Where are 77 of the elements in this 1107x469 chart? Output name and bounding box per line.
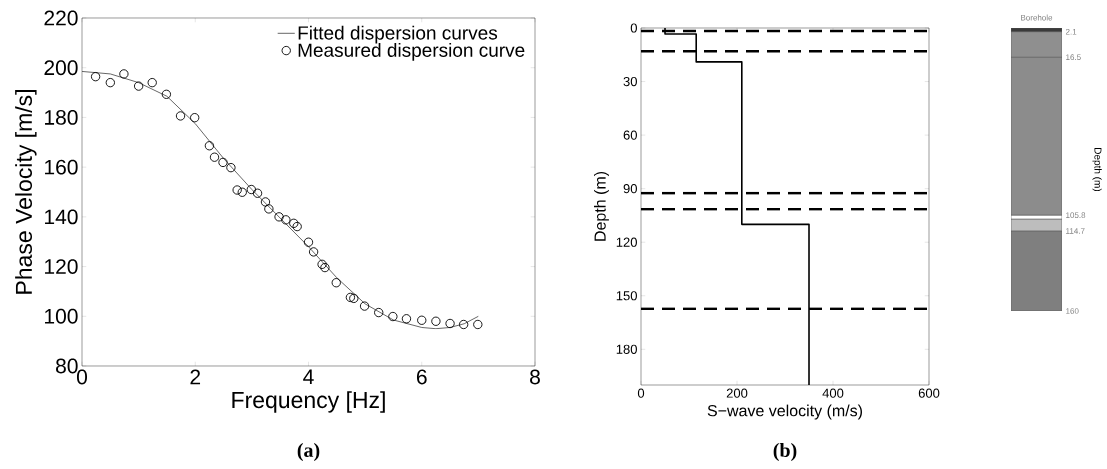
- point: [281, 215, 291, 225]
- y-tick-label: 16.5: [1066, 54, 1081, 61]
- legend-label: Fitted dispersion curves: [298, 25, 498, 44]
- point: [209, 152, 220, 162]
- y-tick-label: 180: [45, 109, 78, 125]
- y-tick-label: 180: [616, 344, 637, 354]
- point: [289, 218, 299, 228]
- x-tick-label: 200: [726, 388, 748, 398]
- x-tick-label: 4: [303, 369, 314, 384]
- point: [388, 311, 398, 322]
- x-tick-label: 0: [76, 369, 88, 385]
- point: [417, 315, 427, 325]
- text: (b): [773, 442, 797, 462]
- y-tick-label: 220: [44, 10, 78, 26]
- y-axis-title: Phase Velocity [m/s]: [15, 90, 37, 294]
- point: [204, 141, 215, 151]
- point: [175, 111, 186, 121]
- x-tick-label: 0: [637, 388, 645, 398]
- point: [274, 212, 284, 222]
- point: [303, 237, 314, 247]
- y-tick-label: 120: [45, 259, 78, 274]
- y-tick-label: 160: [45, 159, 78, 175]
- x-axis-title: Frequency [Hz]: [232, 391, 385, 413]
- legend-label: Measured dispersion curve: [298, 42, 525, 61]
- x-tick-label: 6: [416, 369, 427, 385]
- x-tick-label: 2: [190, 369, 201, 385]
- x-tick-label: 400: [822, 388, 844, 398]
- y-tick-label: 80: [56, 358, 78, 374]
- point: [445, 318, 455, 329]
- point: [320, 262, 330, 273]
- point: [90, 72, 101, 82]
- y-tick-label: 160: [1066, 308, 1079, 314]
- y-tick-label: 100: [45, 308, 78, 324]
- y-tick-label: 105.8: [1066, 212, 1086, 218]
- y-tick-label: 30: [623, 76, 637, 87]
- y-tick-label: 114.7: [1066, 228, 1085, 234]
- point: [331, 278, 341, 288]
- point: [260, 197, 271, 207]
- x-tick-label: 600: [918, 388, 940, 398]
- y-tick-label: 2.1: [1065, 28, 1077, 35]
- y-tick-label: 60: [623, 130, 637, 140]
- y-tick-label: 140: [45, 209, 78, 225]
- point: [459, 319, 469, 330]
- point: [133, 81, 144, 91]
- point: [345, 292, 356, 303]
- point: [226, 162, 236, 173]
- x-tick-label: 8: [530, 369, 540, 385]
- y-tick-label: 0: [630, 23, 637, 33]
- chart-title: Borehole: [1021, 14, 1053, 21]
- point: [473, 319, 483, 330]
- point: [237, 187, 247, 197]
- point: [232, 185, 242, 195]
- x-axis-title: S−wave velocity (m/s): [707, 404, 863, 420]
- y-axis-title: Depth (m): [594, 171, 609, 241]
- point: [308, 247, 319, 257]
- point: [374, 307, 384, 318]
- point: [161, 89, 172, 99]
- y-tick-label: 120: [616, 237, 637, 247]
- point: [317, 259, 327, 269]
- point: [218, 157, 228, 168]
- y-axis-title: Depth (m): [1092, 148, 1102, 192]
- point: [292, 221, 302, 232]
- text: (a): [297, 442, 320, 462]
- point: [431, 316, 441, 326]
- point: [359, 301, 370, 311]
- point: [252, 188, 263, 198]
- y-tick-label: 90: [623, 184, 637, 194]
- point: [401, 314, 412, 324]
- point: [147, 77, 157, 88]
- y-tick-label: 200: [44, 60, 78, 76]
- point: [190, 113, 200, 123]
- point: [246, 184, 256, 195]
- point: [264, 204, 274, 214]
- point: [119, 69, 129, 79]
- point: [349, 293, 359, 304]
- point: [105, 77, 115, 88]
- y-tick-label: 150: [616, 291, 637, 301]
